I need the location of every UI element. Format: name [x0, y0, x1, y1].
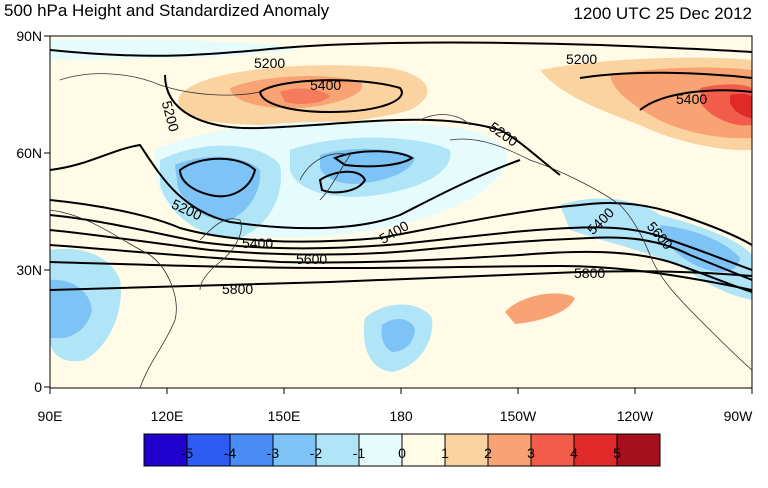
anomaly-shading: [50, 39, 752, 372]
height-contour: [579, 71, 752, 79]
colorbar: [143, 433, 661, 467]
lon-label: 150E: [267, 408, 301, 424]
height-contour: [50, 214, 752, 271]
colorbar-swatch: [402, 434, 445, 466]
height-contours: [50, 41, 752, 293]
contour-label: 5800: [574, 265, 605, 281]
map-title: 500 hPa Height and Standardized Anomaly: [4, 1, 330, 20]
tick-marks: [44, 35, 753, 394]
lon-label: 120E: [150, 408, 184, 424]
colorbar-swatch: [316, 434, 359, 466]
colorbar-swatch: [531, 434, 574, 466]
lon-label: 120W: [616, 408, 654, 424]
lat-label: 0: [34, 379, 42, 395]
contour-label: 5200: [254, 55, 285, 71]
colorbar-swatch: [574, 434, 617, 466]
colorbar-label: 3: [527, 445, 535, 461]
colorbar-swatch: [230, 434, 273, 466]
colorbar-label: 2: [484, 445, 492, 461]
anomaly-region: [610, 67, 752, 139]
colorbar-label: -1: [352, 445, 366, 461]
map-datetime: 1200 UTC 25 Dec 2012: [573, 4, 752, 23]
colorbar-swatch: [273, 434, 316, 466]
coastlines: [50, 73, 752, 388]
anomaly-region: [175, 156, 261, 221]
coastline: [50, 209, 177, 388]
anomaly-region: [280, 88, 330, 104]
height-contour: [258, 79, 403, 114]
lon-label: 150W: [499, 408, 537, 424]
height-contour: [50, 270, 752, 291]
height-contour: [50, 143, 521, 230]
colorbar-label: 0: [398, 445, 406, 461]
lon-label: 90E: [37, 408, 63, 424]
colorbar-label: 1: [441, 445, 449, 461]
height-contour: [318, 170, 367, 194]
lat-label: 90N: [16, 28, 42, 44]
contour-label: 5200: [566, 51, 597, 67]
contour-label: 5400: [310, 77, 341, 93]
contour-label: 5400: [676, 91, 707, 107]
colorbar-label: -3: [266, 445, 280, 461]
height-contour: [50, 41, 752, 57]
contour-label: 5600: [296, 251, 327, 267]
height-contour: [332, 150, 414, 168]
colorbar-swatch: [488, 434, 531, 466]
colorbar-label: -5: [180, 445, 194, 461]
colorbar-swatch: [187, 434, 230, 466]
lat-label: 60N: [16, 145, 42, 161]
colorbar-label: 5: [613, 445, 621, 461]
anomaly-region: [505, 293, 575, 324]
height-contour: [50, 244, 752, 293]
anomaly-region: [381, 318, 415, 352]
colorbar-label: -4: [223, 445, 237, 461]
colorbar-swatch: [359, 434, 402, 466]
height-contour: [178, 157, 257, 198]
anomaly-region: [660, 225, 740, 272]
colorbar-swatch: [144, 434, 187, 466]
contour-label: 5200: [159, 99, 183, 133]
coastline: [419, 114, 471, 126]
contour-label: 5800: [222, 281, 253, 297]
coastline: [59, 73, 261, 96]
height-contour: [164, 74, 561, 176]
height-contour: [50, 199, 752, 246]
coastline: [299, 153, 351, 201]
height-contour: [50, 229, 752, 281]
anomaly-region: [730, 93, 752, 118]
colorbar-label: -2: [309, 445, 323, 461]
lat-label: 30N: [16, 262, 42, 278]
colorbar-swatch: [445, 434, 488, 466]
contour-label: 5400: [242, 235, 273, 251]
anomaly-region: [50, 279, 92, 339]
colorbar-label: 4: [570, 445, 578, 461]
coastline: [199, 218, 242, 291]
colorbar-swatch: [617, 434, 660, 466]
lon-label: 90W: [723, 408, 753, 424]
coastline: [449, 138, 752, 371]
height-contour: [639, 89, 752, 111]
lon-label: 180: [389, 408, 413, 424]
